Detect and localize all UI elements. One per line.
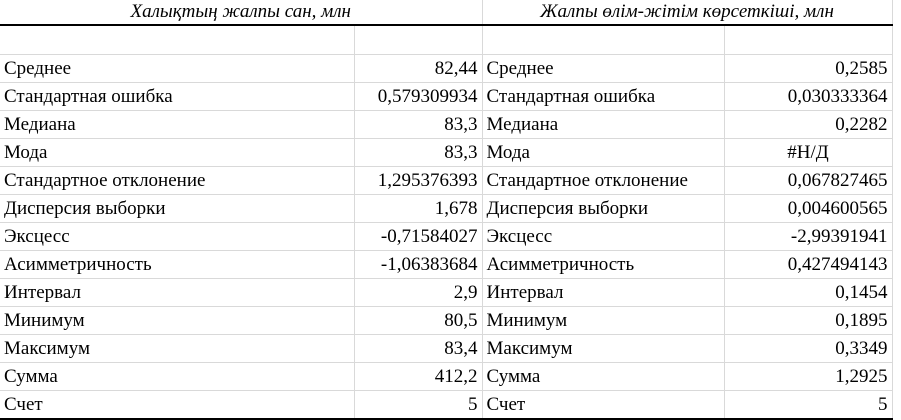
- value-b-cell[interactable]: 0,3349: [724, 334, 893, 363]
- label-a-cell[interactable]: Интервал: [0, 278, 355, 307]
- table-row: Медиана 83,3 Медиана 0,2282: [0, 110, 893, 139]
- value-a-cell[interactable]: -0,71584027: [354, 222, 483, 251]
- value-b-cell[interactable]: -2,99391941: [724, 222, 893, 251]
- cell[interactable]: [482, 25, 725, 55]
- label-a-cell[interactable]: Асимметричность: [0, 250, 355, 279]
- value-b-cell[interactable]: 5: [724, 390, 893, 420]
- table-row: Максимум 83,4 Максимум 0,3349: [0, 334, 893, 363]
- label-a-cell[interactable]: Медиана: [0, 110, 355, 139]
- value-a-cell[interactable]: 83,3: [354, 138, 483, 167]
- value-b-cell[interactable]: 0,1895: [724, 306, 893, 335]
- cell[interactable]: [0, 25, 355, 55]
- value-b-cell[interactable]: 0,2585: [724, 54, 893, 83]
- label-b-cell[interactable]: Интервал: [482, 278, 725, 307]
- table-row: Интервал 2,9 Интервал 0,1454: [0, 278, 893, 307]
- label-b-cell[interactable]: Дисперсия выборки: [482, 194, 725, 223]
- label-a-cell[interactable]: Стандартная ошибка: [0, 82, 355, 111]
- value-b-cell[interactable]: #Н/Д: [724, 138, 893, 167]
- table-row: Эксцесс -0,71584027 Эксцесс -2,99391941: [0, 222, 893, 251]
- label-b-cell[interactable]: Максимум: [482, 334, 725, 363]
- table-row: Минимум 80,5 Минимум 0,1895: [0, 306, 893, 335]
- table-row: Сумма 412,2 Сумма 1,2925: [0, 362, 893, 391]
- label-a-cell[interactable]: Среднее: [0, 54, 355, 83]
- table-row: Мода 83,3 Мода #Н/Д: [0, 138, 893, 167]
- header-cell-left[interactable]: Халықтың жалпы сан, млн: [0, 0, 483, 26]
- value-a-cell[interactable]: 2,9: [354, 278, 483, 307]
- cell[interactable]: [724, 25, 893, 55]
- label-b-cell[interactable]: Эксцесс: [482, 222, 725, 251]
- label-b-cell[interactable]: Сумма: [482, 362, 725, 391]
- label-a-cell[interactable]: Дисперсия выборки: [0, 194, 355, 223]
- label-a-cell[interactable]: Эксцесс: [0, 222, 355, 251]
- blank-row: [0, 25, 893, 55]
- table-row: Стандартная ошибка 0,579309934 Стандартная…: [0, 82, 893, 111]
- cell[interactable]: [354, 25, 483, 55]
- value-a-cell[interactable]: 80,5: [354, 306, 483, 335]
- header-row: Халықтың жалпы сан, млн Жалпы өлім-жітім…: [0, 0, 893, 26]
- table-row: Среднее 82,44 Среднее 0,2585: [0, 54, 893, 83]
- label-b-cell[interactable]: Стандартная ошибка: [482, 82, 725, 111]
- value-b-cell[interactable]: 0,427494143: [724, 250, 893, 279]
- value-a-cell[interactable]: 1,678: [354, 194, 483, 223]
- value-a-cell[interactable]: -1,06383684: [354, 250, 483, 279]
- label-a-cell[interactable]: Сумма: [0, 362, 355, 391]
- value-b-cell[interactable]: 0,1454: [724, 278, 893, 307]
- label-a-cell[interactable]: Максимум: [0, 334, 355, 363]
- label-b-cell[interactable]: Медиана: [482, 110, 725, 139]
- label-a-cell[interactable]: Мода: [0, 138, 355, 167]
- value-b-cell[interactable]: 0,004600565: [724, 194, 893, 223]
- value-b-cell[interactable]: 0,030333364: [724, 82, 893, 111]
- value-b-cell[interactable]: 0,067827465: [724, 166, 893, 195]
- value-a-cell[interactable]: 83,4: [354, 334, 483, 363]
- value-b-cell[interactable]: 1,2925: [724, 362, 893, 391]
- table-row: Счет 5 Счет 5: [0, 390, 893, 420]
- header-cell-right[interactable]: Жалпы өлім-жітім көрсеткіші, млн: [482, 0, 893, 26]
- label-b-cell[interactable]: Минимум: [482, 306, 725, 335]
- label-b-cell[interactable]: Среднее: [482, 54, 725, 83]
- table-row: Дисперсия выборки 1,678 Дисперсия выборки 0…: [0, 194, 893, 223]
- value-b-cell[interactable]: 0,2282: [724, 110, 893, 139]
- label-a-cell[interactable]: Минимум: [0, 306, 355, 335]
- label-a-cell[interactable]: Счет: [0, 390, 355, 420]
- label-a-cell[interactable]: Стандартное отклонение: [0, 166, 355, 195]
- label-b-cell[interactable]: Стандартное отклонение: [482, 166, 725, 195]
- value-a-cell[interactable]: 83,3: [354, 110, 483, 139]
- table-row: Асимметричность -1,06383684 Асимметричност…: [0, 250, 893, 279]
- value-a-cell[interactable]: 412,2: [354, 362, 483, 391]
- value-a-cell[interactable]: 0,579309934: [354, 82, 483, 111]
- value-a-cell[interactable]: 82,44: [354, 54, 483, 83]
- table-row: Стандартное отклонение 1,295376393 Стандар…: [0, 166, 893, 195]
- value-a-cell[interactable]: 1,295376393: [354, 166, 483, 195]
- label-b-cell[interactable]: Мода: [482, 138, 725, 167]
- label-b-cell[interactable]: Счет: [482, 390, 725, 420]
- value-a-cell[interactable]: 5: [354, 390, 483, 420]
- label-b-cell[interactable]: Асимметричность: [482, 250, 725, 279]
